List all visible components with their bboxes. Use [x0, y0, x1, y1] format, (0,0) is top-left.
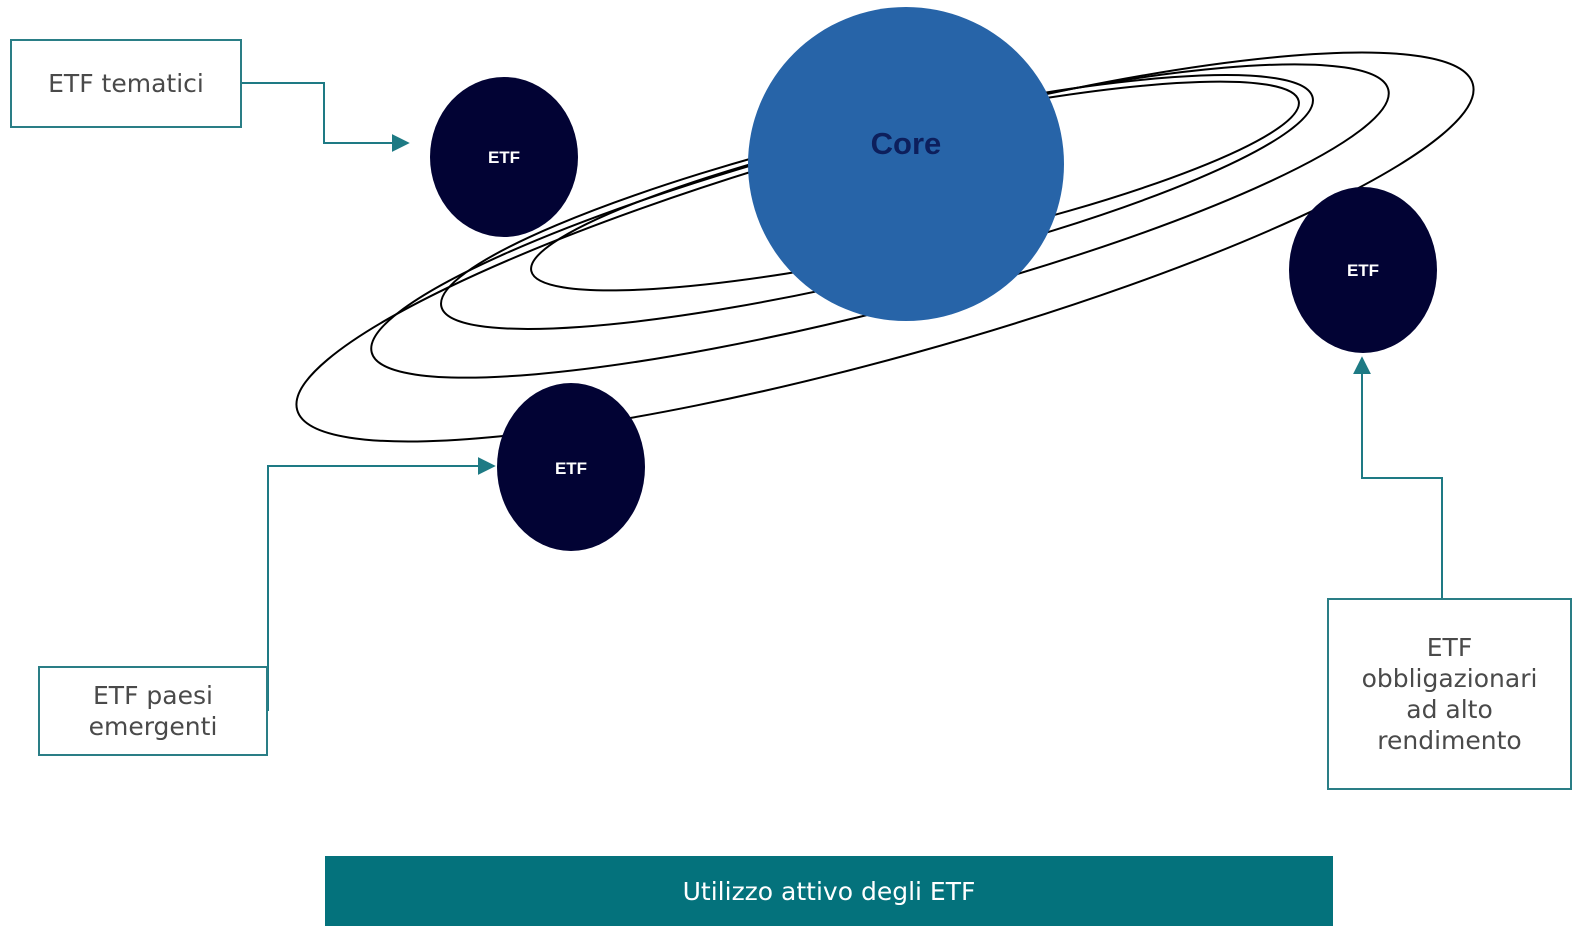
satellite-circle	[497, 383, 645, 551]
footer-banner: Utilizzo attivo degli ETF	[325, 856, 1333, 926]
core-planet: Core	[748, 7, 1064, 321]
callout-thematic-etf: ETF tematici	[10, 39, 242, 128]
connector-bonds	[1353, 356, 1443, 598]
satellite-thematic: ETF	[430, 77, 578, 237]
callout-high-yield-bond-etf: ETF obbligazionari ad alto rendimento	[1327, 598, 1572, 790]
core-label: Core	[871, 126, 942, 161]
callout-emerging-markets-etf: ETF paesi emergenti	[38, 666, 268, 756]
satellite-circle	[1289, 187, 1437, 353]
connectors	[242, 82, 1443, 711]
satellite-circle	[430, 77, 578, 237]
footer-text: Utilizzo attivo degli ETF	[682, 876, 976, 906]
connector-emerging	[267, 457, 496, 711]
callout-text: ETF paesi emergenti	[88, 681, 218, 741]
satellite-label: ETF	[555, 459, 587, 478]
connector-thematic	[242, 82, 410, 152]
callout-text: ETF tematici	[48, 69, 204, 98]
core-circle	[748, 7, 1064, 321]
satellite-label: ETF	[1347, 261, 1379, 280]
callout-text: ETF obbligazionari ad alto rendimento	[1361, 633, 1538, 755]
satellite-bonds: ETF	[1289, 187, 1437, 353]
satellite-label: ETF	[488, 148, 520, 167]
satellite-emerging: ETF	[497, 383, 645, 551]
